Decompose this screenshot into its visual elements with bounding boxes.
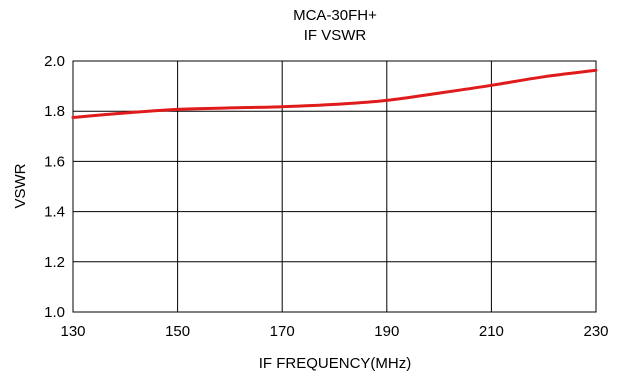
x-tick-label: 190	[374, 323, 399, 340]
x-axis-title: IF FREQUENCY(MHz)	[259, 355, 412, 372]
grid-lines	[72, 60, 597, 313]
x-tick-labels: 130 150 170 190 210 230	[60, 323, 608, 340]
y-tick-labels: 1.0 1.2 1.4 1.6 1.8 2.0	[44, 53, 65, 321]
x-tick-label: 130	[60, 323, 85, 340]
x-tick-label: 210	[479, 323, 504, 340]
chart-title-line-2: IF VSWR	[304, 27, 367, 44]
x-tick-label: 230	[583, 323, 608, 340]
series-line	[71, 68, 598, 119]
x-tick-label: 170	[270, 323, 295, 340]
y-tick-label: 1.4	[44, 204, 65, 221]
y-axis-title: VSWR	[12, 163, 29, 208]
series-layer	[71, 68, 598, 119]
y-tick-label: 1.8	[44, 103, 65, 120]
x-tick-label: 150	[165, 323, 190, 340]
plot-area-frame	[72, 60, 597, 313]
chart-title-line-1: MCA-30FH+	[293, 7, 377, 24]
y-tick-label: 1.0	[44, 304, 65, 321]
y-tick-label: 1.2	[44, 254, 65, 271]
y-tick-label: 2.0	[44, 53, 65, 70]
y-tick-label: 1.6	[44, 153, 65, 170]
